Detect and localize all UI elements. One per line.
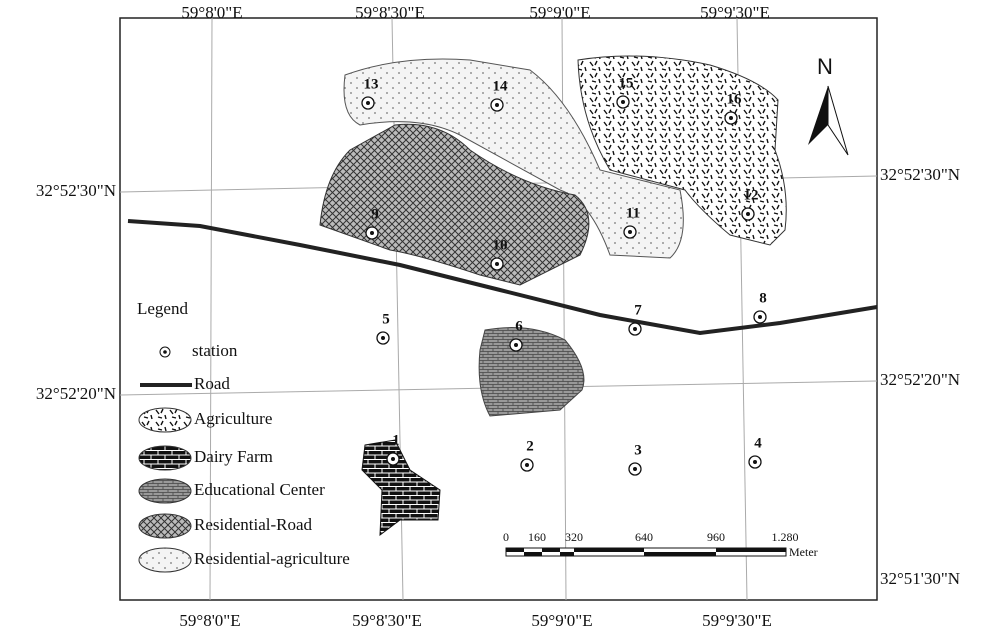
station-label: 7 xyxy=(634,302,642,318)
bottom-coord-label: 59°8'30"E xyxy=(352,611,422,630)
top-coord-label: 59°8'0"E xyxy=(181,3,242,22)
station-label: 12 xyxy=(744,187,759,203)
legend-station-dot xyxy=(163,350,167,354)
station-dot xyxy=(495,103,499,107)
station-dot xyxy=(628,230,632,234)
legend-label: Road xyxy=(194,374,230,393)
station-dot xyxy=(746,212,750,216)
bottom-coord-label: 59°8'0"E xyxy=(179,611,240,630)
top-coord-label: 59°8'30"E xyxy=(355,3,425,22)
scale-label: 160 xyxy=(528,530,546,544)
station-dot xyxy=(366,101,370,105)
station-label: 15 xyxy=(619,75,634,91)
station-dot xyxy=(381,336,385,340)
station-label: 14 xyxy=(493,78,509,94)
educational-zone xyxy=(478,327,585,417)
station-dot xyxy=(370,231,374,235)
scale-label: 0 xyxy=(503,530,509,544)
legend-label: Agriculture xyxy=(194,409,272,428)
station-label: 4 xyxy=(754,435,762,451)
scale-label: 640 xyxy=(635,530,653,544)
north-label: N xyxy=(817,54,833,79)
station-dot xyxy=(753,460,757,464)
station-dot xyxy=(729,116,733,120)
legend-swatch xyxy=(138,478,192,504)
scale-unit: Meter xyxy=(789,545,818,559)
dairy-farm-zone xyxy=(361,439,441,537)
scale-label: 1.280 xyxy=(772,530,799,544)
station-label: 1 xyxy=(392,432,400,448)
station-label: 9 xyxy=(371,206,379,222)
station-label: 2 xyxy=(526,438,534,454)
station-dot xyxy=(391,457,395,461)
station-label: 11 xyxy=(626,205,640,221)
station-dot xyxy=(525,463,529,467)
bottom-coord-label: 59°9'30"E xyxy=(702,611,772,630)
station-label: 6 xyxy=(515,318,523,334)
bottom-coord-label: 59°9'0"E xyxy=(531,611,592,630)
legend-label: Residential-agriculture xyxy=(194,549,350,568)
station-dot xyxy=(633,467,637,471)
scale-label: 320 xyxy=(565,530,583,544)
left-coord-label: 32°52'20"N xyxy=(36,384,116,403)
legend-label: station xyxy=(192,341,238,360)
station-label: 10 xyxy=(493,237,508,253)
station-dot xyxy=(514,343,518,347)
north-arrow: N xyxy=(808,54,849,156)
station-label: 8 xyxy=(759,290,767,306)
labels: 59°8'0"E 59°8'30"E 59°9'0"E 59°9'30"E 59°8'0… xyxy=(36,3,960,630)
residential-agriculture-zone xyxy=(343,58,684,259)
legend-label: Residential-Road xyxy=(194,515,313,534)
station-dot xyxy=(758,315,762,319)
legend-swatch xyxy=(138,547,192,573)
scale-bar xyxy=(505,547,787,557)
left-coord-label: 32°52'30"N xyxy=(36,181,116,200)
residential-road-zone xyxy=(319,123,590,286)
legend-label: Educational Center xyxy=(194,480,325,499)
scale-label: 960 xyxy=(707,530,725,544)
station-label: 16 xyxy=(727,91,743,107)
agriculture-zone xyxy=(577,55,787,246)
right-coord-label: 32°51'30"N xyxy=(880,569,960,588)
station-label: 5 xyxy=(382,311,390,327)
station-dot xyxy=(495,262,499,266)
road xyxy=(127,219,878,336)
right-coord-label: 32°52'20"N xyxy=(880,370,960,389)
top-coord-label: 59°9'0"E xyxy=(529,3,590,22)
top-coord-label: 59°9'30"E xyxy=(700,3,770,22)
station-dot xyxy=(633,327,637,331)
station-dot xyxy=(621,100,625,104)
station-label: 13 xyxy=(364,76,379,92)
legend-swatch xyxy=(138,445,192,471)
legend-title: Legend xyxy=(137,299,188,318)
legend-swatch xyxy=(138,513,192,539)
legend-swatch xyxy=(138,407,192,433)
legend-label: Dairy Farm xyxy=(194,447,273,466)
right-coord-label: 32°52'30"N xyxy=(880,165,960,184)
station-label: 3 xyxy=(634,442,642,458)
